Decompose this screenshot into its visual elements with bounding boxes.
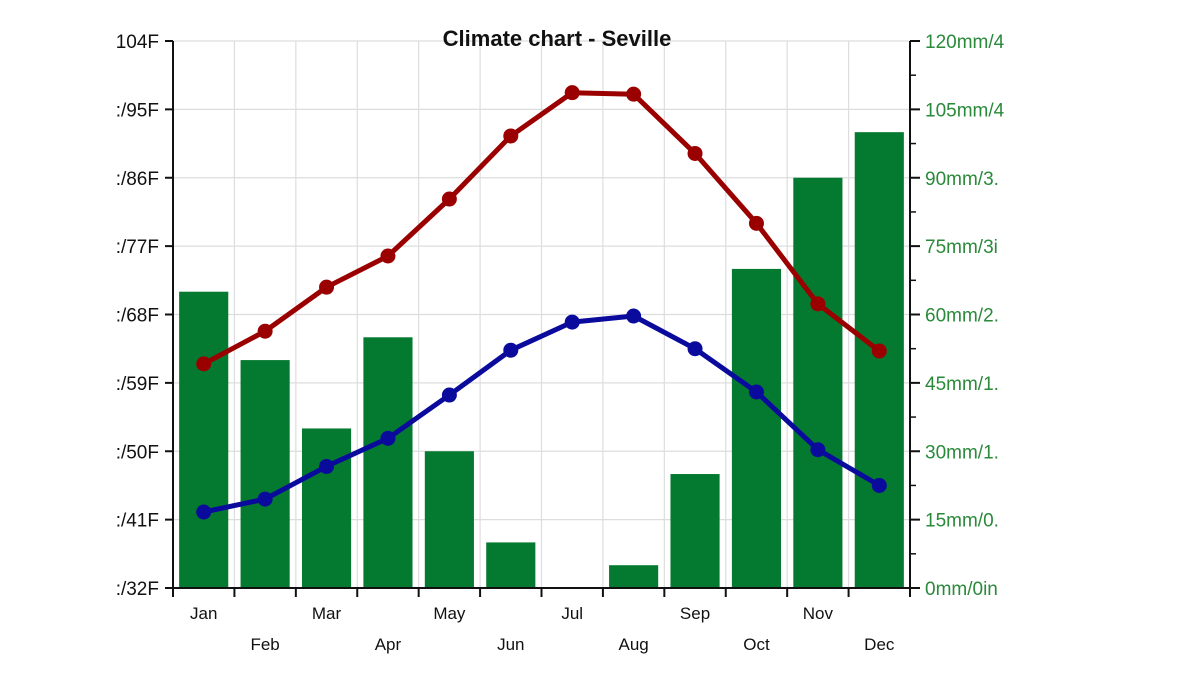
min-temperature-point	[626, 308, 642, 324]
precipitation-bar	[609, 565, 659, 588]
x-tick-label: Jan	[190, 604, 217, 623]
x-tick-label: Aug	[619, 635, 649, 654]
max-temperature-point	[687, 145, 703, 161]
max-temperature-point	[748, 215, 764, 231]
x-tick-label: Mar	[312, 604, 342, 623]
x-tick-label: May	[433, 604, 466, 623]
min-temperature-point	[871, 477, 887, 493]
min-temperature-point	[810, 442, 826, 458]
max-temperature-point	[319, 279, 335, 295]
max-temperature-point	[810, 296, 826, 312]
left-tick-label: :/32F	[116, 579, 159, 600]
precipitation-bar	[486, 542, 536, 588]
right-tick-label: 60mm/2.	[925, 306, 999, 327]
min-temperature-point	[196, 504, 212, 520]
precipitation-bar	[240, 360, 290, 588]
precipitation-bars	[179, 132, 904, 588]
right-tick-label: 90mm/3.	[925, 169, 999, 190]
x-tick-label: Sep	[680, 604, 710, 623]
min-temperature-point	[687, 341, 703, 357]
right-tick-label: 75mm/3i	[925, 237, 998, 258]
left-tick-label: :/41F	[116, 511, 159, 532]
x-tick-label: Apr	[375, 635, 402, 654]
right-tick-label: 0mm/0in	[925, 579, 998, 600]
max-temperature-point	[564, 85, 580, 101]
precipitation-bar	[363, 337, 413, 588]
max-temperature-point	[626, 86, 642, 102]
min-temperature-point	[319, 458, 335, 474]
max-temperature-point	[503, 128, 519, 144]
min-temperature-point	[503, 342, 519, 358]
precipitation-bar	[793, 177, 843, 588]
temperature-lines	[196, 85, 887, 520]
min-temperature-point	[380, 430, 396, 446]
left-tick-label: :/50F	[116, 442, 159, 463]
left-tick-label: :/95F	[116, 100, 159, 121]
precipitation-bar	[301, 428, 352, 588]
precipitation-bar	[424, 451, 474, 588]
x-tick-label: Feb	[250, 635, 279, 654]
chart-title: Climate chart - Seville	[443, 26, 672, 51]
right-tick-label: 15mm/0.	[925, 511, 999, 532]
x-tick-label: Jul	[561, 604, 583, 623]
max-temperature-point	[871, 343, 887, 359]
min-temperature-point	[441, 387, 457, 403]
max-temperature-point	[257, 323, 273, 339]
x-tick-label: Oct	[743, 635, 770, 654]
max-temperature-point	[380, 248, 396, 264]
precipitation-bar	[731, 268, 782, 588]
right-tick-label: 30mm/1.	[925, 442, 999, 463]
precipitation-bar	[179, 291, 229, 588]
precipitation-bar	[854, 132, 904, 588]
left-tick-label: :/86F	[116, 169, 159, 190]
precipitation-bar	[670, 474, 720, 588]
right-tick-label: 105mm/4	[925, 100, 1005, 121]
left-tick-label: :/68F	[116, 306, 159, 327]
min-temperature-point	[748, 384, 764, 400]
x-tick-label: Dec	[864, 635, 895, 654]
tick-labels: :/32F :/41F :/50F :/59F :/68F :/77F :/86F :/95F…	[116, 32, 1005, 654]
right-tick-label: 45mm/1.	[925, 374, 999, 395]
x-tick-label: Nov	[803, 604, 834, 623]
max-temperature-line	[201, 90, 882, 367]
x-tick-label: Jun	[497, 635, 524, 654]
min-temperature-point	[257, 491, 273, 507]
min-temperature-line	[201, 313, 882, 515]
left-tick-label: :/77F	[116, 237, 159, 258]
left-tick-label: :/59F	[116, 374, 159, 395]
right-tick-label: 120mm/4	[925, 32, 1005, 53]
max-temperature-point	[196, 356, 212, 372]
max-temperature-point	[441, 191, 457, 207]
left-tick-label: 104F	[116, 32, 159, 53]
min-temperature-point	[564, 314, 580, 330]
axes	[165, 40, 920, 597]
